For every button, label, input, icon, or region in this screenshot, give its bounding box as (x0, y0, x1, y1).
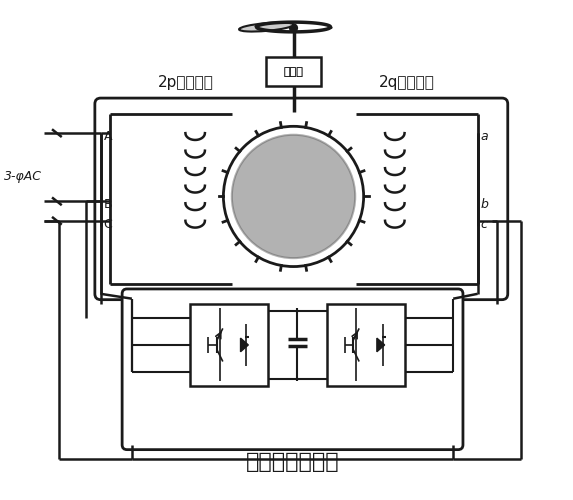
Circle shape (289, 24, 297, 32)
Ellipse shape (239, 22, 293, 32)
Text: 2q定子绕组: 2q定子绕组 (379, 75, 434, 90)
Text: 齿轮筱: 齿轮筱 (284, 67, 304, 77)
Text: 齿轮筱: 齿轮筱 (284, 67, 304, 77)
Text: a: a (481, 130, 488, 143)
Text: 双向整流逆变器: 双向整流逆变器 (246, 452, 339, 472)
Bar (327, 304, 405, 386)
FancyBboxPatch shape (122, 289, 463, 450)
Text: 3-φAC: 3-φAC (4, 170, 42, 183)
Polygon shape (241, 338, 248, 352)
Text: C: C (104, 218, 112, 231)
Bar (190, 304, 268, 386)
Circle shape (232, 134, 355, 258)
Bar (266, 57, 321, 86)
Text: B: B (104, 198, 112, 211)
Text: b: b (481, 198, 488, 211)
Polygon shape (377, 338, 384, 352)
Text: A: A (104, 130, 112, 143)
Text: 2p定子绕组: 2p定子绕组 (158, 75, 213, 90)
Text: c: c (481, 218, 488, 231)
